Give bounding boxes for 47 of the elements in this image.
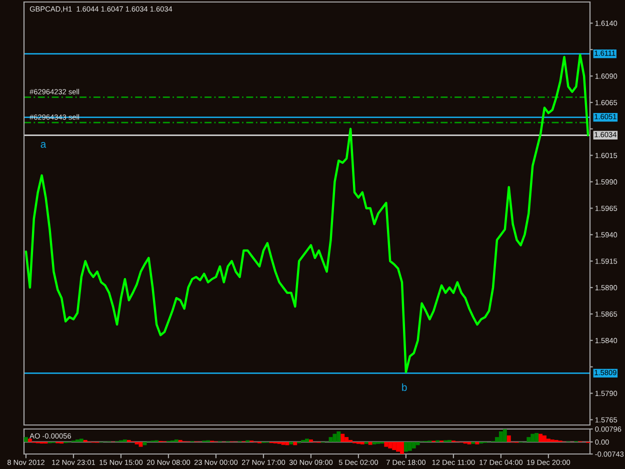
bar xyxy=(416,442,420,446)
bar xyxy=(24,437,28,442)
bar xyxy=(475,442,480,444)
bar xyxy=(400,442,404,454)
bar xyxy=(285,442,290,446)
bar xyxy=(293,442,298,446)
bar xyxy=(122,439,127,442)
bar xyxy=(538,434,543,442)
bar xyxy=(412,442,416,448)
bar xyxy=(526,437,531,442)
bar xyxy=(360,442,364,444)
bar xyxy=(28,438,32,442)
bar xyxy=(305,438,309,442)
bar xyxy=(506,435,511,442)
bar xyxy=(498,431,503,442)
bar xyxy=(550,439,554,442)
bar xyxy=(336,431,341,442)
bar xyxy=(344,437,349,442)
bar xyxy=(79,438,84,442)
bar xyxy=(542,435,546,442)
bar xyxy=(534,432,539,442)
bar xyxy=(546,438,550,442)
bar xyxy=(388,442,392,448)
bar xyxy=(308,439,313,442)
bar xyxy=(408,442,412,451)
bar xyxy=(396,442,400,452)
bar xyxy=(404,442,408,452)
line-series xyxy=(24,54,590,374)
bar xyxy=(142,442,147,446)
bar xyxy=(289,442,294,444)
bar xyxy=(75,439,80,442)
bar xyxy=(502,429,507,442)
bar xyxy=(384,442,388,447)
bar xyxy=(467,442,472,444)
annotation: a xyxy=(40,142,46,148)
bar xyxy=(174,439,178,442)
bar xyxy=(392,442,396,450)
bar xyxy=(332,434,337,442)
annotation: b xyxy=(402,383,407,391)
bar xyxy=(530,434,535,442)
bar xyxy=(281,442,286,445)
bar xyxy=(134,442,139,444)
bar xyxy=(372,442,376,444)
bar xyxy=(328,437,333,442)
bar xyxy=(138,442,143,447)
bar xyxy=(340,434,345,442)
bar xyxy=(368,442,372,445)
